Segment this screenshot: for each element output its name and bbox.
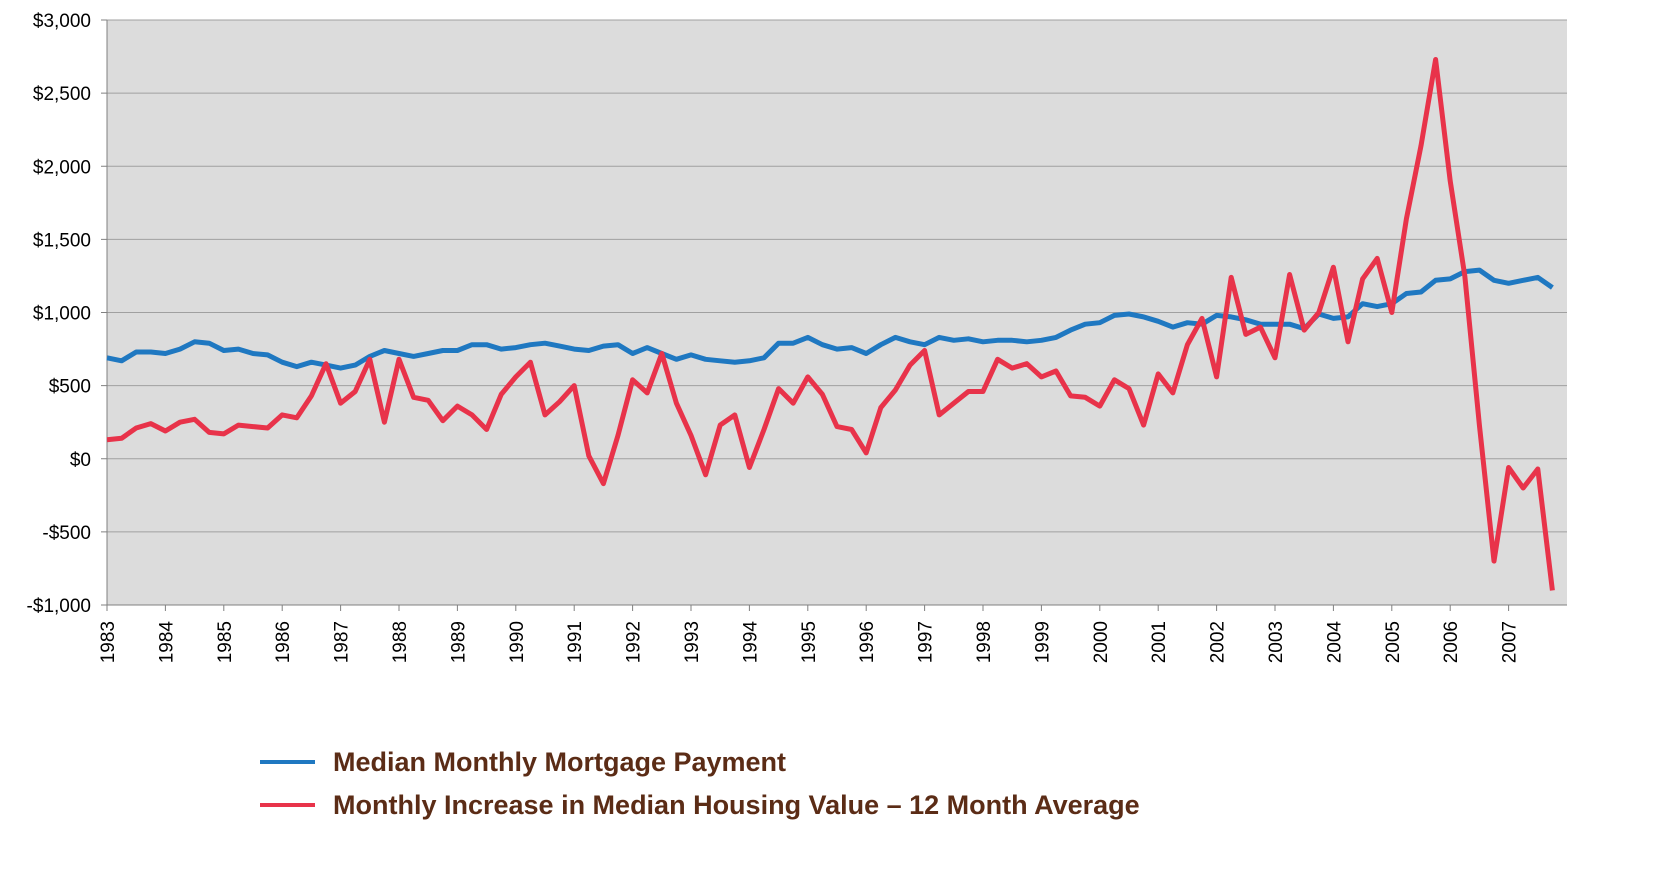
y-tick-label: $2,000 bbox=[33, 157, 91, 178]
x-tick-label: 2001 bbox=[1149, 621, 1170, 663]
x-tick-label: 2000 bbox=[1091, 621, 1112, 663]
x-tick-label: 1996 bbox=[857, 621, 878, 663]
x-tick-label: 1991 bbox=[565, 621, 586, 663]
x-tick-label: 2006 bbox=[1441, 621, 1462, 663]
x-tick-label: 1993 bbox=[682, 621, 703, 663]
x-tick-label: 1990 bbox=[507, 621, 528, 663]
y-tick-label: $0 bbox=[70, 450, 91, 471]
legend-label: Monthly Increase in Median Housing Value… bbox=[333, 790, 1140, 820]
y-tick-label: $1,000 bbox=[33, 304, 91, 325]
x-tick-label: 2002 bbox=[1208, 621, 1229, 663]
x-tick-label: 1984 bbox=[156, 621, 177, 664]
x-tick-label: 2007 bbox=[1500, 621, 1521, 663]
x-tick-label: 1986 bbox=[273, 621, 294, 663]
x-tick-label: 1997 bbox=[916, 621, 937, 663]
x-tick-label: 1985 bbox=[215, 621, 236, 663]
x-tick-label: 1987 bbox=[332, 621, 353, 663]
y-tick-label: $1,500 bbox=[33, 230, 91, 251]
x-tick-label: 2004 bbox=[1324, 621, 1345, 664]
legend-label: Median Monthly Mortgage Payment bbox=[333, 747, 786, 777]
x-tick-label: 2003 bbox=[1266, 621, 1287, 663]
x-tick-label: 1983 bbox=[98, 621, 119, 663]
x-tick-label: 1989 bbox=[448, 621, 469, 663]
x-tick-label: 1994 bbox=[740, 621, 761, 664]
y-tick-label: -$500 bbox=[42, 523, 91, 544]
y-tick-label: -$1,000 bbox=[27, 596, 91, 617]
x-tick-label: 1999 bbox=[1032, 621, 1053, 663]
x-tick-label: 2005 bbox=[1383, 621, 1404, 663]
x-tick-label: 1998 bbox=[974, 621, 995, 663]
series-line bbox=[106, 57, 1555, 591]
y-tick-label: $500 bbox=[49, 377, 91, 398]
x-tick-label: 1995 bbox=[799, 621, 820, 663]
x-tick-label: 1988 bbox=[390, 621, 411, 663]
x-tick-label: 1992 bbox=[624, 621, 645, 663]
y-tick-label: $3,000 bbox=[33, 11, 91, 32]
y-tick-label: $2,500 bbox=[33, 84, 91, 105]
